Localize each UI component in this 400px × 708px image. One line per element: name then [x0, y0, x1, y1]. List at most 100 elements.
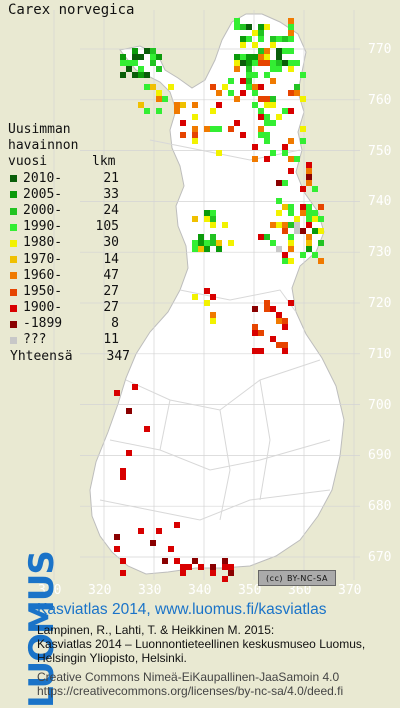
observation-cell	[252, 102, 258, 108]
legend: Uusimman havainnon vuosi lkm 2010- 21 2005…	[8, 122, 130, 365]
observation-cell	[210, 126, 216, 132]
legend-swatch	[10, 337, 17, 345]
observation-cell	[120, 570, 126, 576]
legend-count: 11	[103, 332, 119, 348]
observation-cell	[252, 30, 258, 36]
observation-cell	[246, 78, 252, 84]
observation-cell	[150, 84, 156, 90]
observation-cell	[300, 72, 306, 78]
legend-row: 2000- 24	[8, 203, 130, 219]
observation-cell	[114, 546, 120, 552]
x-axis-label: 360	[288, 583, 312, 598]
legend-row: 2005- 33	[8, 187, 130, 203]
observation-cell	[210, 312, 216, 318]
observation-cell	[192, 126, 198, 132]
x-axis-label: 340	[188, 583, 212, 598]
observation-cell	[192, 558, 198, 564]
observation-cell	[288, 18, 294, 24]
observation-cell	[150, 48, 156, 54]
observation-cell	[192, 216, 198, 222]
observation-cell	[288, 36, 294, 42]
observation-cell	[270, 150, 276, 156]
observation-cell	[276, 36, 282, 42]
observation-cell	[264, 102, 270, 108]
observation-cell	[294, 84, 300, 90]
observation-cell	[156, 528, 162, 534]
observation-cell	[156, 108, 162, 114]
observation-cell	[270, 102, 276, 108]
observation-cell	[288, 48, 294, 54]
legend-row: 1950- 27	[8, 284, 130, 300]
observation-cell	[210, 222, 216, 228]
observation-cell	[252, 324, 258, 330]
observation-cell	[288, 138, 294, 144]
observation-cell	[114, 390, 120, 396]
observation-cell	[270, 222, 276, 228]
observation-cell	[258, 348, 264, 354]
observation-cell	[288, 300, 294, 306]
observation-cell	[120, 474, 126, 480]
cc-license-badge[interactable]: (cc) BY-NC-SA	[258, 570, 336, 586]
observation-cell	[282, 60, 288, 66]
observation-cells	[114, 18, 324, 582]
observation-cell	[126, 450, 132, 456]
observation-cell	[246, 60, 252, 66]
observation-cell	[126, 66, 132, 72]
observation-cell	[300, 126, 306, 132]
legend-label: 1960-	[23, 267, 63, 283]
observation-cell	[300, 138, 306, 144]
observation-cell	[228, 126, 234, 132]
legend-label: 2010-	[23, 170, 63, 186]
observation-cell	[264, 234, 270, 240]
observation-cell	[282, 48, 288, 54]
observation-cell	[174, 522, 180, 528]
observation-cell	[306, 240, 312, 246]
observation-cell	[306, 180, 312, 186]
observation-cell	[258, 84, 264, 90]
legend-count: 24	[103, 202, 119, 218]
observation-cell	[126, 60, 132, 66]
observation-cell	[156, 90, 162, 96]
observation-cell	[156, 66, 162, 72]
observation-cell	[228, 564, 234, 570]
observation-cell	[294, 156, 300, 162]
observation-cell	[228, 570, 234, 576]
observation-cell	[282, 36, 288, 42]
observation-cell	[240, 42, 246, 48]
observation-cell	[258, 24, 264, 30]
x-axis-label: 330	[138, 583, 162, 598]
observation-cell	[252, 330, 258, 336]
observation-cell	[246, 54, 252, 60]
observation-cell	[312, 252, 318, 258]
observation-cell	[276, 342, 282, 348]
observation-cell	[234, 120, 240, 126]
y-axis-label: 740	[368, 194, 392, 210]
observation-cell	[204, 240, 210, 246]
footer-atlas-link[interactable]: Kasviatlas 2014, www.luomus.fi/kasviatla…	[37, 601, 327, 618]
observation-cell	[264, 300, 270, 306]
observation-cell	[282, 150, 288, 156]
x-axis-label: 370	[338, 583, 362, 598]
footer-license-url[interactable]: https://creativecommons.org/licenses/by-…	[37, 684, 344, 698]
observation-cell	[288, 204, 294, 210]
observation-cell	[132, 384, 138, 390]
observation-cell	[306, 204, 312, 210]
observation-cell	[258, 126, 264, 132]
observation-cell	[252, 54, 258, 60]
observation-cell	[312, 228, 318, 234]
observation-cell	[264, 114, 270, 120]
y-axis-label: 710	[368, 346, 392, 362]
observation-cell	[228, 90, 234, 96]
observation-cell	[180, 570, 186, 576]
observation-cell	[306, 162, 312, 168]
legend-heading-1: Uusimman	[8, 122, 71, 137]
observation-cell	[144, 108, 150, 114]
legend-total-row: Yhteensä 347	[8, 349, 130, 365]
observation-cell	[198, 564, 204, 570]
observation-cell	[270, 240, 276, 246]
observation-cell	[198, 234, 204, 240]
observation-cell	[222, 558, 228, 564]
footer	[0, 598, 400, 702]
x-axis-label: 320	[88, 583, 112, 598]
legend-row: 1900- 27	[8, 300, 130, 316]
